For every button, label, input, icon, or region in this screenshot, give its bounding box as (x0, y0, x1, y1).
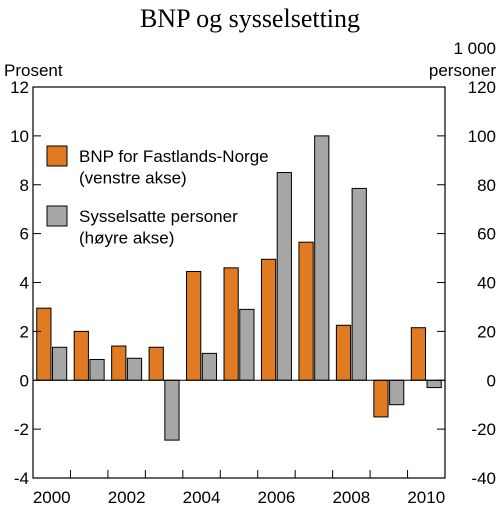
x-tick-label: 2006 (258, 488, 296, 507)
right-tick-label: 80 (477, 176, 496, 195)
left-tick-label: 10 (10, 127, 29, 146)
bar-bnp-2007 (298, 241, 314, 381)
bar-employment-2002 (126, 357, 143, 381)
bar-employment-2003 (164, 379, 180, 441)
x-tick-label: 2004 (183, 488, 221, 507)
x-tick-label: 2000 (33, 488, 71, 507)
left-tick-label: 0 (20, 371, 29, 390)
x-tick-label: 2010 (407, 488, 445, 507)
bar-bnp-2002 (111, 345, 127, 381)
bar-bnp-2005 (223, 267, 239, 381)
legend-label-employment: (høyre akse) (79, 229, 174, 248)
bar-bnp-2008 (335, 324, 352, 381)
bar-employment-2005 (239, 308, 255, 381)
plot-frame (32, 86, 446, 479)
right-tick-label: 20 (477, 322, 496, 341)
right-tick-label: 40 (477, 274, 496, 293)
bar-employment-2001 (89, 358, 105, 381)
right-axis-title-line-1: 1 000 (453, 39, 496, 58)
left-tick-label: 6 (20, 225, 29, 244)
bar-bnp-2006 (260, 258, 277, 381)
bar-employment-2004 (201, 352, 218, 381)
left-tick-label: 12 (10, 78, 29, 97)
right-tick-label: 120 (468, 78, 496, 97)
bar-bnp-2009 (373, 379, 389, 418)
bar-employment-2008 (351, 187, 367, 381)
chart-title: BNP og sysselsetting (140, 4, 360, 33)
bar-employment-2006 (276, 172, 292, 381)
legend-label-bnp: BNP for Fastlands-Norge (79, 147, 269, 166)
bar-bnp-2001 (73, 330, 89, 381)
legend-swatch-bnp (46, 145, 68, 167)
right-tick-label: -40 (471, 469, 496, 488)
left-axis-title: Prosent (4, 61, 63, 80)
left-tick-label: 2 (20, 322, 29, 341)
left-tick-label: 8 (20, 176, 29, 195)
bar-bnp-2004 (186, 271, 202, 381)
bar-employment-2009 (389, 379, 405, 406)
left-tick-label: 4 (20, 274, 29, 293)
bar-bnp-2000 (36, 307, 52, 381)
legend-label-employment: Sysselsatte personer (79, 207, 238, 226)
bar-employment-2007 (314, 135, 330, 381)
x-tick-label: 2008 (332, 488, 370, 507)
bar-employment-2000 (51, 346, 68, 381)
right-tick-label: 0 (487, 371, 496, 390)
legend-label-bnp: (venstre akse) (79, 169, 187, 188)
right-tick-label: 60 (477, 225, 496, 244)
left-tick-label: -2 (14, 420, 29, 439)
bar-bnp-2003 (148, 346, 164, 381)
x-tick-label: 2002 (108, 488, 146, 507)
left-tick-label: -4 (14, 469, 29, 488)
bar-bnp-2010 (410, 327, 427, 381)
right-tick-label: 100 (468, 127, 496, 146)
right-tick-label: -20 (471, 420, 496, 439)
bar-employment-2010 (426, 379, 442, 389)
right-axis-title-line-2: personer (429, 61, 496, 80)
legend: BNP for Fastlands-Norge (venstre akse) Sys… (46, 145, 269, 248)
legend-swatch-employment (46, 205, 68, 227)
